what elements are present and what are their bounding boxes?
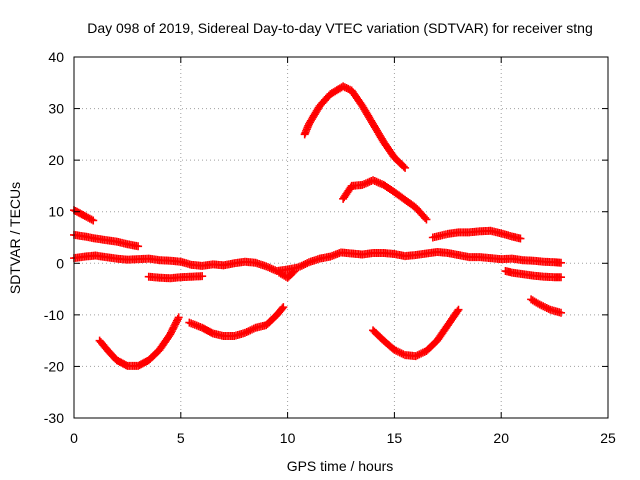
- data-point: [174, 313, 183, 322]
- data-point: [134, 242, 143, 251]
- data-point: [244, 327, 253, 336]
- data-point: [290, 267, 299, 276]
- data-point: [87, 215, 96, 224]
- data-point: [413, 351, 422, 360]
- chart-title: Day 098 of 2019, Sidereal Day-to-day VTE…: [87, 20, 593, 36]
- data-point: [539, 302, 548, 311]
- data-point: [454, 305, 463, 314]
- data-point: [198, 272, 207, 281]
- x-tick-label: 5: [177, 430, 185, 446]
- data-point: [401, 163, 410, 172]
- data-points: [70, 82, 566, 370]
- y-tick-label: 20: [48, 152, 64, 168]
- data-point: [535, 300, 544, 309]
- data-point: [418, 348, 427, 357]
- data-point: [537, 301, 546, 310]
- y-tick-label: 30: [48, 101, 64, 117]
- y-tick-label: 10: [48, 204, 64, 220]
- series-arc-03: [70, 247, 566, 276]
- data-point: [557, 258, 566, 267]
- series-arc-12: [501, 267, 566, 282]
- x-axis-title: GPS time / hours: [287, 458, 394, 474]
- data-point: [248, 325, 256, 334]
- x-tick-label: 10: [280, 430, 296, 446]
- data-point: [395, 348, 404, 357]
- data-point: [422, 215, 431, 224]
- data-point: [417, 349, 426, 358]
- series-arc-05: [95, 313, 183, 370]
- series-arc-08: [300, 82, 410, 172]
- y-axis-title: SDTVAR / TECUs: [7, 182, 23, 294]
- data-point: [297, 261, 306, 270]
- data-point: [288, 268, 297, 277]
- data-point: [411, 352, 420, 361]
- series-arc-11: [428, 226, 525, 243]
- data-point: [453, 307, 462, 316]
- data-point: [393, 347, 402, 356]
- data-point: [242, 328, 251, 337]
- plot-frame: [73, 56, 609, 419]
- y-tick-label: -30: [44, 410, 64, 426]
- series-arc-13: [527, 295, 566, 317]
- x-axis-ticks: 0 5 10 15 20 25: [70, 57, 616, 446]
- data-point: [303, 259, 312, 268]
- data-point: [542, 303, 551, 312]
- y-axis-ticks: -30 -20 -10 0 10 20 30 40: [44, 49, 608, 426]
- data-point: [390, 345, 399, 354]
- data-point: [278, 304, 287, 313]
- data-point: [301, 259, 310, 268]
- data-point: [557, 273, 566, 282]
- y-tick-label: -10: [44, 307, 64, 323]
- data-point: [516, 234, 525, 243]
- data-point: [173, 315, 182, 324]
- x-tick-label: 0: [70, 430, 78, 446]
- x-tick-label: 15: [387, 430, 403, 446]
- data-point: [294, 263, 303, 272]
- data-point: [392, 346, 401, 355]
- data-point: [557, 308, 566, 317]
- x-tick-label: 20: [493, 430, 509, 446]
- data-point: [397, 349, 406, 358]
- data-point: [240, 328, 249, 337]
- series-arc-07: [275, 267, 299, 282]
- y-tick-label: -20: [44, 358, 64, 374]
- data-point: [421, 213, 430, 222]
- data-point: [544, 304, 553, 313]
- series-arc-09: [339, 176, 431, 224]
- data-point: [299, 260, 308, 269]
- data-point: [540, 303, 549, 312]
- series-arc-04: [144, 272, 207, 283]
- data-point: [415, 350, 424, 359]
- y-tick-label: 0: [56, 255, 64, 271]
- data-point: [399, 162, 408, 171]
- data-point: [279, 303, 288, 312]
- data-point: [296, 262, 305, 271]
- data-point: [399, 350, 408, 359]
- x-tick-label: 25: [600, 430, 616, 446]
- series-arc-10: [369, 305, 463, 361]
- data-point: [89, 216, 98, 225]
- series-arc-06: [185, 303, 288, 341]
- data-point: [249, 324, 258, 333]
- data-point: [246, 326, 255, 335]
- y-tick-label: 40: [48, 49, 64, 65]
